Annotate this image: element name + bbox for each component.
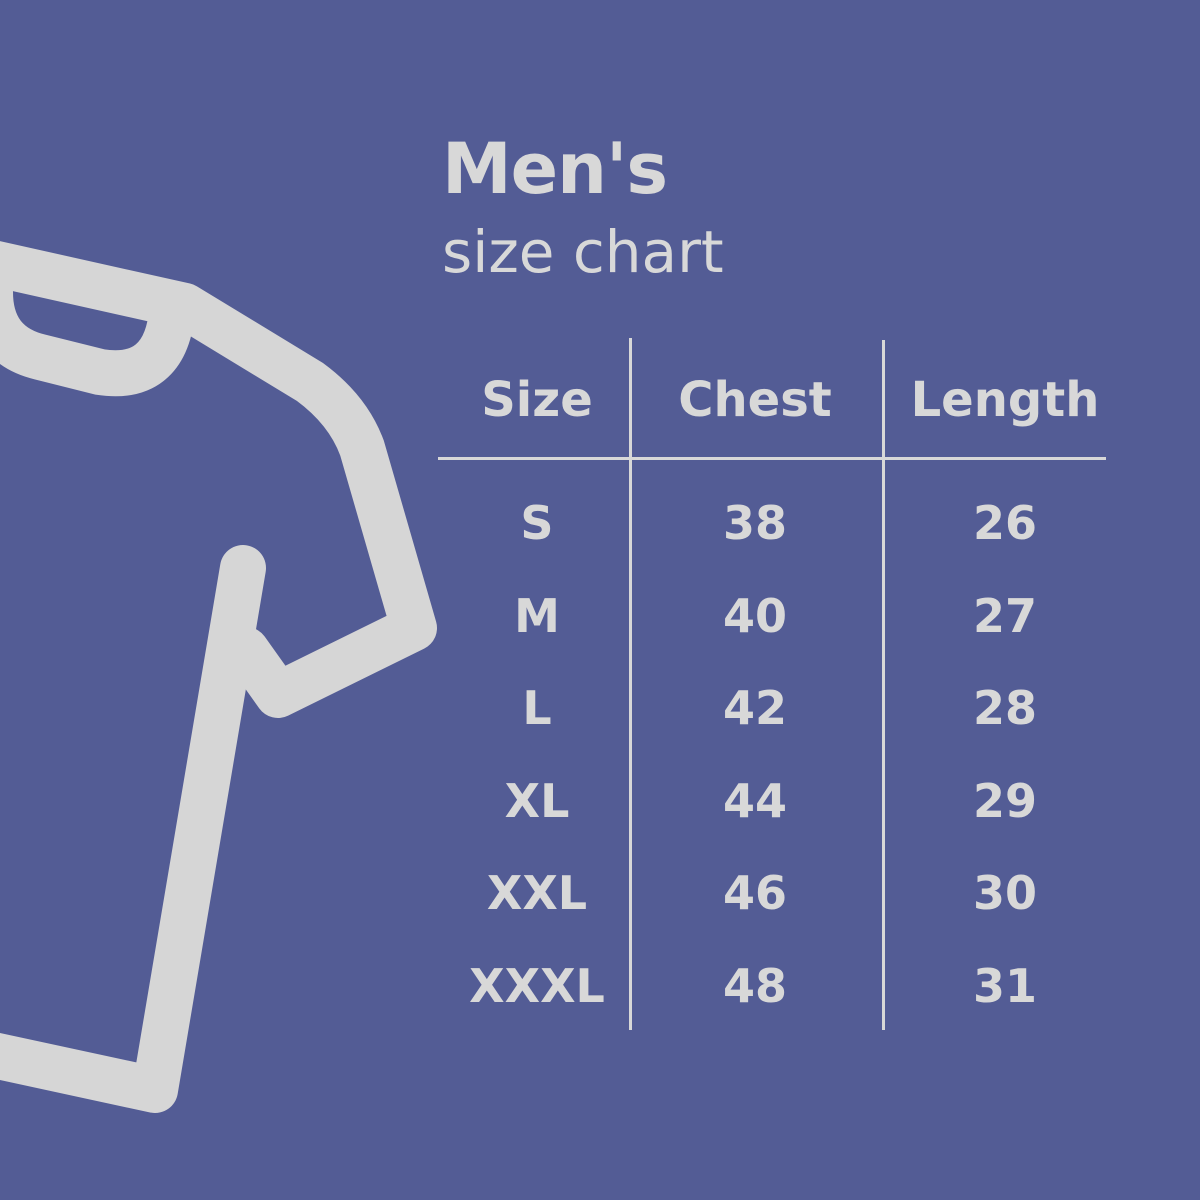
column-divider <box>629 338 632 1030</box>
page-title: Men's <box>442 128 668 210</box>
cell-chest: 44 <box>722 773 787 828</box>
cell-length: 31 <box>972 958 1037 1013</box>
cell-length: 28 <box>972 681 1037 735</box>
cell-length: 30 <box>972 866 1037 920</box>
cell-chest: 40 <box>722 588 787 643</box>
header-chest: Chest <box>678 372 832 428</box>
column-divider <box>882 340 885 1030</box>
cell-length: 29 <box>972 773 1037 828</box>
cell-chest: 48 <box>722 958 787 1013</box>
header-size: Size <box>481 372 593 428</box>
header-divider <box>438 457 1106 460</box>
cell-size: L <box>522 681 552 735</box>
cell-size: S <box>520 496 554 550</box>
page-subtitle: size chart <box>442 218 724 286</box>
cell-chest: 46 <box>722 866 787 920</box>
cell-size: XXL <box>486 866 588 920</box>
cell-chest: 42 <box>722 681 787 735</box>
cell-chest: 38 <box>722 496 787 550</box>
cell-length: 26 <box>972 496 1037 550</box>
header-length: Length <box>910 372 1100 428</box>
cell-size: XL <box>504 773 570 828</box>
cell-size: M <box>514 588 560 643</box>
cell-size: XXXL <box>469 958 605 1013</box>
cell-length: 27 <box>972 588 1037 643</box>
